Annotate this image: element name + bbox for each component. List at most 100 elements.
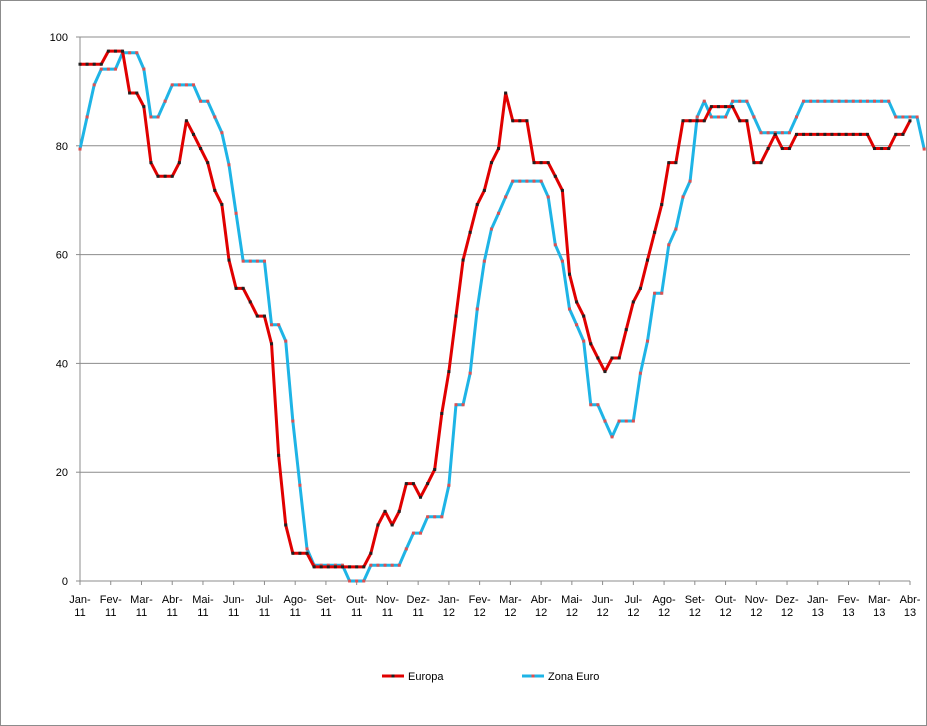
data-point-zona-euro: [369, 563, 373, 567]
x-tick-year: 12: [689, 607, 701, 619]
legend-label-europa: Europa: [408, 671, 444, 683]
data-point-europa: [610, 356, 614, 360]
data-point-europa: [830, 132, 834, 136]
data-point-europa: [234, 286, 238, 290]
data-point-europa: [731, 105, 735, 109]
data-point-zona-euro: [99, 67, 103, 71]
x-tick-label: Out-12: [715, 594, 737, 619]
data-point-zona-euro: [184, 83, 188, 87]
data-point-europa: [716, 105, 720, 109]
x-tick-year: 13: [873, 607, 885, 619]
data-point-europa: [567, 272, 571, 276]
data-point-zona-euro: [170, 83, 174, 87]
x-tick-year: 13: [904, 607, 916, 619]
data-point-europa: [688, 119, 692, 123]
data-point-europa: [475, 203, 479, 207]
data-point-europa: [497, 147, 501, 151]
data-point-europa: [858, 132, 862, 136]
data-point-zona-euro: [241, 259, 245, 263]
data-point-zona-euro: [348, 579, 352, 583]
data-point-europa: [348, 565, 352, 569]
x-tick-year: 12: [719, 607, 731, 619]
x-tick-year: 11: [320, 607, 331, 619]
x-tick-month: Jan-: [807, 594, 829, 606]
x-tick-label: Nov-11: [376, 594, 400, 619]
x-tick-label: Dez-12: [775, 594, 799, 619]
data-point-zona-euro: [830, 99, 834, 103]
data-point-europa: [319, 565, 323, 569]
data-point-europa: [851, 132, 855, 136]
data-point-zona-euro: [192, 83, 195, 87]
data-point-zona-euro: [582, 339, 586, 343]
x-tick-month: Jun-: [223, 594, 245, 606]
x-tick-label: Mai-12: [561, 594, 583, 619]
data-point-europa: [603, 370, 607, 374]
data-point-zona-euro: [333, 563, 337, 567]
data-point-europa: [163, 174, 167, 178]
data-point-europa: [589, 342, 593, 346]
x-tick-label: Set-12: [685, 594, 706, 619]
x-tick-month: Mai-: [192, 594, 214, 606]
data-point-europa: [681, 119, 685, 123]
data-point-zona-euro: [844, 99, 848, 103]
series-lines: [78, 49, 926, 583]
data-point-europa: [426, 482, 430, 486]
data-point-europa: [546, 161, 550, 165]
x-tick-month: Mar-: [499, 594, 522, 606]
data-point-zona-euro: [362, 579, 366, 583]
x-tick-year: 11: [412, 607, 423, 619]
x-tick-label: Jun-12: [592, 594, 614, 619]
x-tick-year: 12: [566, 607, 578, 619]
data-point-zona-euro: [873, 99, 877, 103]
data-point-zona-euro: [596, 403, 600, 407]
data-point-zona-euro: [255, 259, 259, 263]
data-point-zona-euro: [745, 99, 749, 103]
data-point-zona-euro: [397, 563, 401, 567]
data-point-europa: [156, 174, 160, 178]
data-point-zona-euro: [858, 99, 862, 103]
data-point-zona-euro: [220, 131, 224, 135]
data-point-zona-euro: [724, 115, 728, 119]
x-tick-label: Out-11: [346, 594, 368, 619]
x-tick-month: Dez-: [775, 594, 799, 606]
data-point-zona-euro: [92, 83, 96, 87]
data-point-europa: [192, 132, 195, 136]
x-tick-month: Nov-: [745, 594, 769, 606]
data-point-europa: [745, 119, 749, 123]
data-point-zona-euro: [504, 195, 508, 199]
data-point-zona-euro: [270, 323, 274, 327]
data-point-europa: [262, 314, 266, 318]
data-point-europa: [816, 132, 820, 136]
legend: Europa Zona Euro: [382, 671, 599, 683]
data-point-zona-euro: [674, 227, 678, 231]
data-point-zona-euro: [887, 99, 891, 103]
x-tick-month: Set-: [685, 594, 706, 606]
y-tick-label: 40: [56, 358, 68, 370]
data-point-europa: [759, 161, 763, 165]
data-point-europa: [199, 147, 203, 151]
data-point-europa: [277, 453, 281, 457]
x-tick-year: 11: [74, 607, 85, 619]
data-point-zona-euro: [404, 547, 408, 551]
data-point-zona-euro: [383, 563, 387, 567]
x-tick-label: Set-11: [316, 594, 337, 619]
data-point-zona-euro: [227, 163, 231, 167]
data-point-zona-euro: [426, 515, 430, 519]
data-point-zona-euro: [291, 419, 295, 423]
data-point-europa: [518, 119, 522, 123]
data-point-europa: [312, 565, 316, 569]
data-point-zona-euro: [589, 403, 593, 407]
data-point-zona-euro: [85, 115, 89, 119]
x-tick-month: Mar-: [868, 594, 891, 606]
data-point-europa: [553, 174, 557, 178]
data-point-zona-euro: [135, 51, 139, 55]
data-point-zona-euro: [454, 403, 458, 407]
x-tick-year: 12: [596, 607, 608, 619]
data-point-europa: [333, 565, 337, 569]
x-tick-month: Abr-: [531, 594, 552, 606]
data-point-europa: [397, 509, 401, 513]
data-point-europa: [766, 147, 770, 151]
y-tick-label: 80: [56, 141, 68, 153]
data-point-europa: [525, 119, 529, 123]
data-point-europa: [489, 161, 493, 165]
